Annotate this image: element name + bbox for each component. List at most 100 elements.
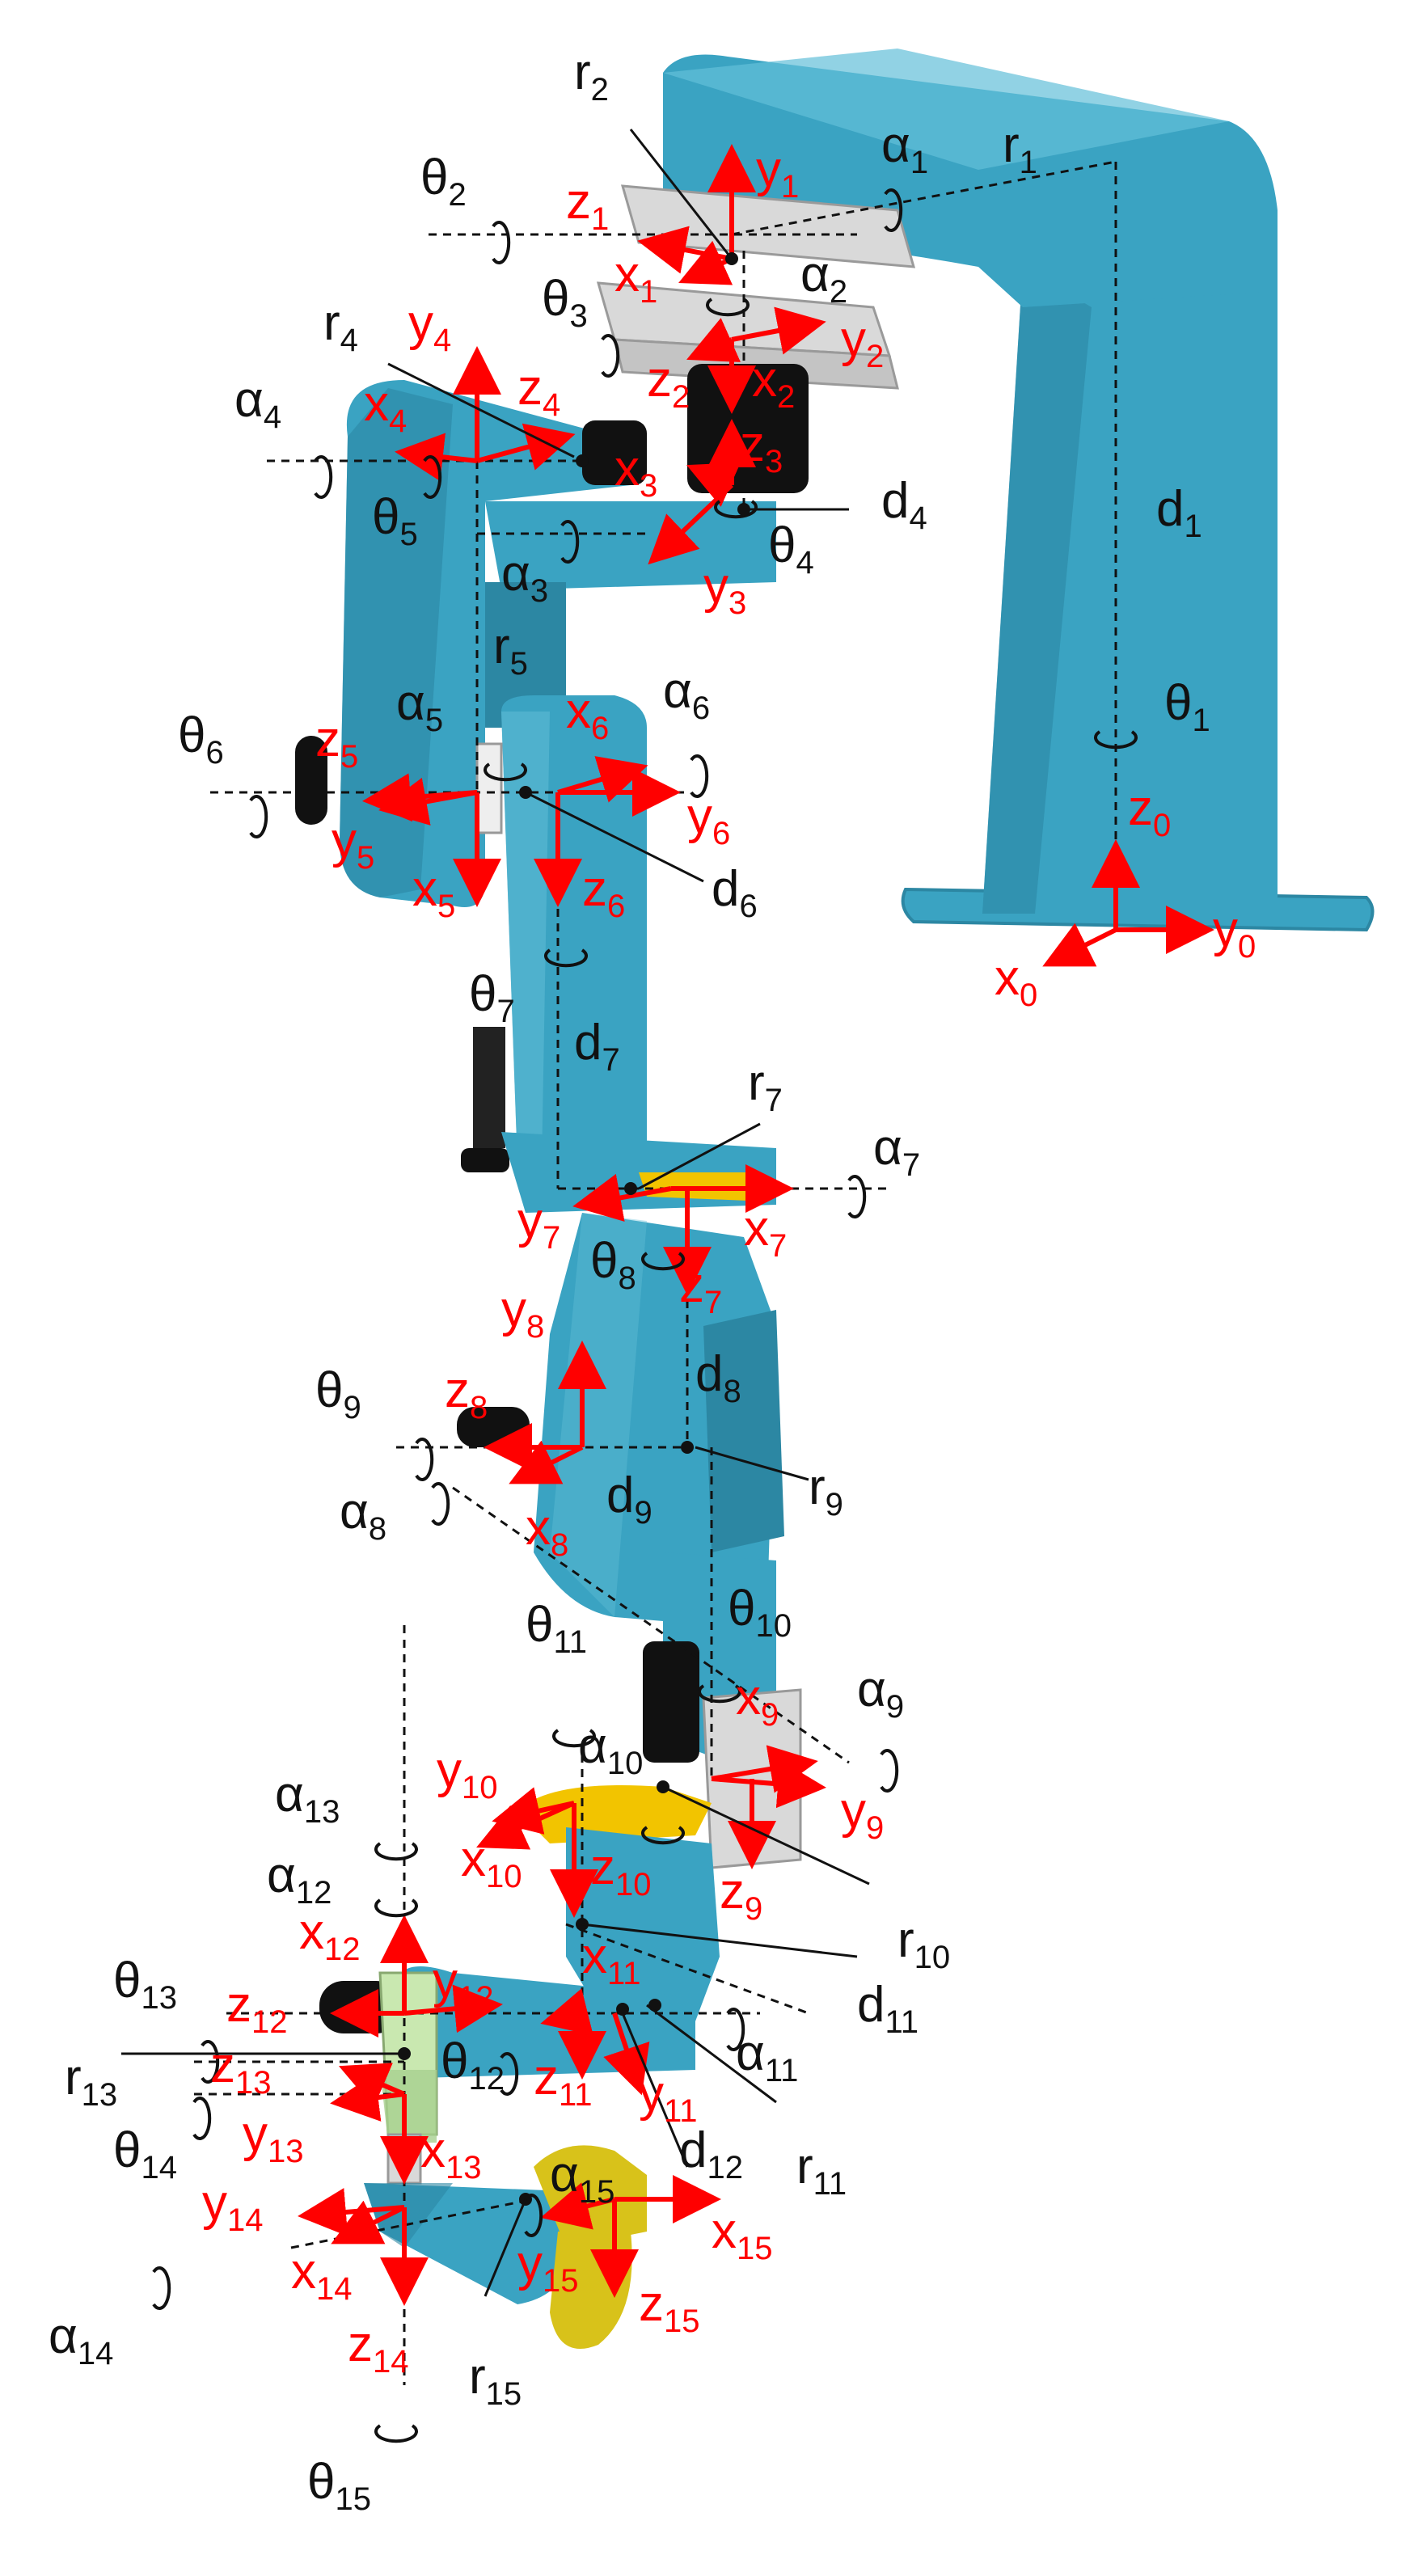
label-alpha14: α14 [49, 2308, 113, 2371]
label-z4: z4 [517, 360, 560, 423]
label-x11: x11 [582, 1928, 641, 1991]
label-theta11: θ11 [526, 1597, 587, 1660]
label-z10: z10 [590, 1839, 652, 1902]
label-y7: y7 [517, 1193, 560, 1256]
label-theta10: θ10 [728, 1581, 792, 1644]
label-alpha2: α2 [800, 247, 847, 310]
label-x10: x10 [461, 1831, 522, 1894]
label-x3: x3 [614, 441, 657, 504]
label-z14: z14 [348, 2316, 409, 2380]
label-y11: y11 [639, 2066, 698, 2129]
label-alpha5: α5 [396, 675, 443, 738]
upper-arm-motor [582, 420, 647, 485]
label-y15: y15 [517, 2236, 579, 2299]
label-r1: r1 [1003, 117, 1037, 180]
label-z1: z1 [566, 174, 609, 237]
label-alpha4: α4 [234, 372, 281, 435]
label-d7: d7 [574, 1015, 620, 1078]
parameter-labels: θ1 θ2 θ3 θ4 θ5 θ6 θ7 θ8 θ9 θ10 θ11 θ12 θ… [49, 44, 1210, 2517]
label-alpha10: α10 [578, 1718, 643, 1781]
label-y2: y2 [841, 311, 884, 374]
label-y12: y12 [433, 1953, 494, 2016]
label-d4: d4 [881, 473, 927, 536]
label-r10: r10 [897, 1912, 950, 1975]
wrist-motor-2 [643, 1641, 699, 1763]
label-x0: x0 [995, 950, 1037, 1013]
label-y5: y5 [332, 813, 374, 876]
label-r11: r11 [796, 2139, 847, 2202]
label-x6: x6 [566, 683, 609, 746]
frame-axes [298, 144, 1214, 2306]
label-y9: y9 [841, 1783, 884, 1846]
label-alpha9: α9 [857, 1662, 904, 1725]
label-x2: x2 [752, 352, 795, 415]
elbow-motor [295, 736, 327, 825]
label-alpha13: α13 [275, 1767, 340, 1830]
label-theta3: θ3 [542, 271, 588, 334]
label-theta12: θ12 [441, 2033, 505, 2097]
label-d6: d6 [712, 861, 758, 924]
label-y6: y6 [687, 788, 730, 851]
label-alpha6: α6 [663, 663, 710, 726]
label-y0: y0 [1213, 902, 1256, 965]
label-alpha1: α1 [881, 117, 928, 180]
label-r5: r5 [493, 619, 528, 682]
label-d8: d8 [695, 1346, 741, 1409]
label-alpha12: α12 [267, 1848, 332, 1911]
label-r13: r13 [65, 2050, 117, 2113]
label-theta1: θ1 [1164, 675, 1210, 738]
label-z5: z5 [315, 712, 358, 775]
label-theta5: θ5 [372, 489, 418, 552]
forearm-link [461, 695, 776, 1213]
label-y10: y10 [437, 1742, 498, 1805]
label-r7: r7 [748, 1055, 783, 1118]
label-z13: z13 [210, 2038, 272, 2101]
label-z8: z8 [445, 1362, 488, 1425]
label-alpha8: α8 [340, 1484, 386, 1547]
label-z0: z0 [1128, 780, 1171, 843]
label-x8: x8 [526, 1500, 568, 1563]
robot-base [663, 49, 1375, 932]
label-theta7: θ7 [469, 966, 515, 1029]
label-x1: x1 [614, 247, 657, 310]
label-theta2: θ2 [420, 150, 467, 213]
label-alpha3: α3 [501, 546, 548, 609]
label-theta13: θ13 [113, 1953, 177, 2016]
label-y1: y1 [756, 141, 799, 205]
label-x12: x12 [299, 1904, 361, 1967]
label-z9: z9 [720, 1864, 762, 1927]
label-y3: y3 [703, 558, 746, 621]
label-r4: r4 [323, 295, 358, 358]
label-y8: y8 [501, 1282, 544, 1345]
label-x14: x14 [291, 2244, 353, 2307]
label-r2: r2 [574, 44, 609, 108]
label-alpha7: α7 [873, 1120, 920, 1183]
label-y13: y13 [243, 2106, 304, 2169]
label-x4: x4 [364, 376, 407, 439]
label-z7: z7 [679, 1257, 722, 1320]
label-z11: z11 [534, 2050, 593, 2113]
label-x7: x7 [744, 1201, 787, 1264]
label-z2: z2 [647, 352, 690, 415]
label-y4: y4 [408, 295, 451, 358]
label-y14: y14 [202, 2175, 264, 2238]
label-z3: z3 [740, 416, 783, 479]
label-d12: d12 [679, 2122, 743, 2185]
label-theta8: θ8 [590, 1233, 636, 1296]
label-alpha11: α11 [736, 2025, 798, 2088]
label-d1: d1 [1156, 481, 1202, 544]
label-x15: x15 [712, 2203, 773, 2266]
label-z15: z15 [639, 2276, 700, 2339]
label-theta9: θ9 [315, 1362, 361, 1425]
label-x5: x5 [412, 861, 455, 924]
label-x9: x9 [736, 1670, 779, 1733]
label-z6: z6 [582, 861, 625, 924]
rotation-arcs [152, 188, 1138, 2443]
label-x13: x13 [420, 2122, 482, 2185]
label-theta4: θ4 [768, 517, 814, 581]
label-alpha15: α15 [550, 2147, 614, 2210]
label-theta14: θ14 [113, 2122, 177, 2185]
label-z12: z12 [226, 1977, 288, 2040]
